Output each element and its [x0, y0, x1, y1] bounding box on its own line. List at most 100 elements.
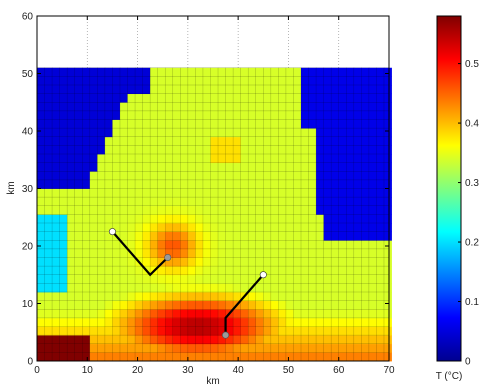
- heatmap-cell: [135, 274, 143, 284]
- heatmap-cell: [248, 326, 257, 336]
- heatmap-cell: [82, 292, 91, 302]
- heatmap-cell: [210, 136, 219, 146]
- heatmap-cell: [150, 110, 159, 120]
- heatmap-cell: [293, 85, 302, 95]
- heatmap-cell: [195, 76, 204, 86]
- heatmap-cell: [150, 85, 159, 95]
- heatmap-cell: [218, 128, 226, 138]
- heatmap-cell: [255, 162, 264, 172]
- heatmap-cell: [368, 292, 377, 302]
- heatmap-cell: [165, 102, 174, 112]
- heatmap-cell: [119, 128, 128, 138]
- heatmap-cell: [346, 292, 355, 302]
- heatmap-cell: [361, 223, 370, 233]
- heatmap-cell: [361, 67, 370, 77]
- heatmap-cell: [233, 162, 242, 172]
- heatmap-cell: [202, 119, 211, 129]
- heatmap-cell: [157, 85, 166, 95]
- heatmap-cell: [82, 119, 91, 129]
- heatmap-cell: [218, 214, 226, 224]
- heatmap-cell: [157, 145, 166, 155]
- heatmap-cell: [278, 335, 287, 345]
- heatmap-cell: [195, 231, 204, 241]
- heatmap-cell: [202, 67, 211, 77]
- heatmap-cell: [361, 128, 370, 138]
- heatmap-cell: [346, 223, 355, 233]
- heatmap-cell: [233, 292, 242, 302]
- heatmap-cell: [368, 136, 377, 146]
- heatmap-cell: [180, 317, 189, 327]
- heatmap-cell: [165, 197, 174, 207]
- heatmap-cell: [331, 240, 340, 250]
- heatmap-cell: [74, 283, 83, 293]
- heatmap-cell: [308, 300, 317, 310]
- heatmap-cell: [338, 162, 347, 172]
- heatmap-cell: [195, 110, 204, 120]
- heatmap-cell: [376, 197, 385, 207]
- heatmap-cell: [346, 119, 355, 129]
- heatmap-cell: [44, 274, 53, 284]
- heatmap-cell: [172, 205, 181, 215]
- heatmap-cell: [172, 67, 181, 77]
- heatmap-cell: [172, 248, 181, 258]
- heatmap-cell: [74, 136, 83, 146]
- heatmap-cell: [293, 128, 302, 138]
- heatmap-cell: [112, 197, 121, 207]
- heatmap-cell: [225, 335, 234, 345]
- heatmap-cell: [187, 326, 196, 336]
- heatmap-cell: [225, 231, 234, 241]
- heatmap-cell: [263, 102, 272, 112]
- heatmap-cell: [104, 214, 113, 224]
- heatmap-cell: [301, 171, 309, 181]
- heatmap-cell: [37, 223, 45, 233]
- heatmap-cell: [97, 188, 106, 198]
- heatmap-cell: [195, 248, 204, 258]
- heatmap-cell: [353, 326, 362, 336]
- heatmap-cell: [112, 179, 121, 189]
- heatmap-cell: [157, 240, 166, 250]
- heatmap-cell: [368, 110, 377, 120]
- heatmap-cell: [233, 179, 242, 189]
- heatmap-cell: [346, 240, 355, 250]
- heatmap-cell: [218, 93, 226, 103]
- heatmap-cell: [270, 85, 279, 95]
- heatmap-cell: [346, 214, 355, 224]
- heatmap-cell: [52, 171, 61, 181]
- heatmap-cell: [285, 266, 294, 276]
- heatmap-cell: [104, 223, 113, 233]
- heatmap-cell: [323, 266, 332, 276]
- heatmap-cell: [383, 76, 392, 86]
- heatmap-cell: [210, 93, 219, 103]
- heatmap-cell: [157, 248, 166, 258]
- heatmap-cell: [127, 85, 136, 95]
- heatmap-cell: [210, 309, 219, 319]
- colorbar: [436, 15, 462, 362]
- heatmap-cell: [368, 257, 377, 267]
- heatmap-cell: [346, 274, 355, 284]
- heatmap-cell: [248, 128, 257, 138]
- heatmap-cell: [346, 188, 355, 198]
- heatmap-cell: [210, 128, 219, 138]
- heatmap-cell: [285, 309, 294, 319]
- heatmap-cell: [104, 136, 113, 146]
- heatmap-cell: [157, 154, 166, 164]
- heatmap-cell: [44, 309, 53, 319]
- heatmap-cell: [225, 145, 234, 155]
- heatmap-cell: [331, 274, 340, 284]
- heatmap-cell: [210, 292, 219, 302]
- heatmap-cell: [301, 266, 309, 276]
- heatmap-cell: [119, 352, 128, 362]
- heatmap-cell: [368, 317, 377, 327]
- heatmap-cell: [165, 154, 174, 164]
- heatmap-cell: [225, 162, 234, 172]
- heatmap-cell: [361, 85, 370, 95]
- x-tick-label: 20: [132, 365, 144, 376]
- heatmap-cell: [361, 326, 370, 336]
- heatmap-cell: [187, 248, 196, 258]
- heatmap-cell: [142, 85, 151, 95]
- colorbar-tick-label: 0.5: [465, 59, 479, 70]
- heatmap-cell: [97, 119, 106, 129]
- heatmap-cell: [255, 145, 264, 155]
- heatmap-cell: [44, 188, 53, 198]
- heatmap-cell: [172, 154, 181, 164]
